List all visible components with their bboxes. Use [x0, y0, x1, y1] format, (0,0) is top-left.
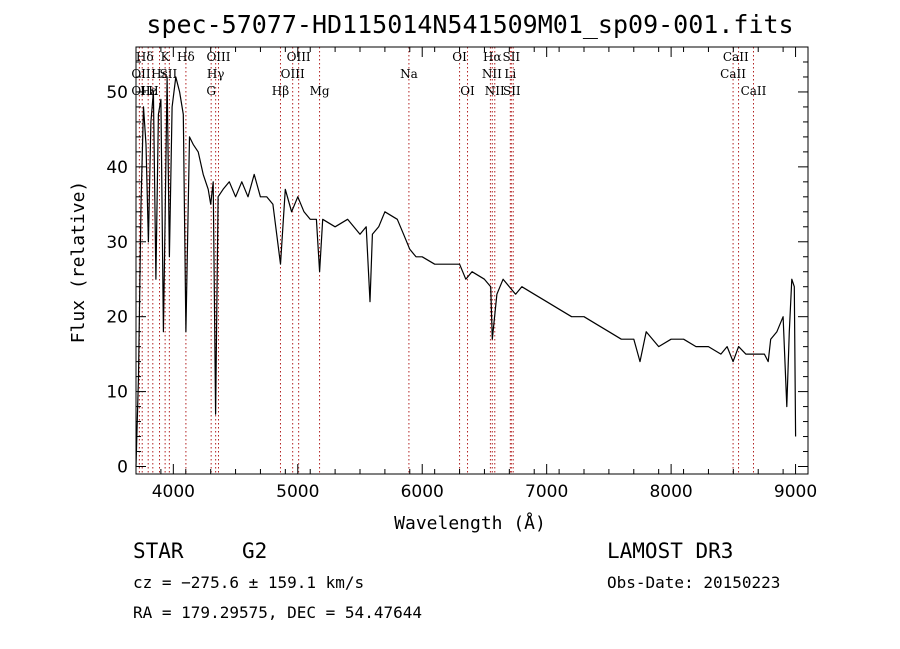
line-label-r1-0: Hδ: [136, 50, 154, 64]
coordinates-text: RA = 179.29575, DEC = 54.47644: [133, 603, 422, 622]
y-tick-label-0: 0: [117, 458, 128, 478]
x-tick-label-4000: 4000: [152, 482, 195, 502]
line-label-r1-1: K: [161, 50, 171, 64]
y-tick-label-10: 10: [106, 383, 128, 403]
flux-series: [135, 76, 797, 467]
x-tick-label-7000: 7000: [525, 482, 568, 502]
line-label-r3-6: OI: [460, 84, 475, 98]
line-label-r1-3: OIII: [206, 50, 230, 64]
emission-line-markers: [138, 47, 754, 474]
x-tick-label-5000: 5000: [276, 482, 319, 502]
x-axis-label: Wavelength (Å): [394, 512, 546, 534]
line-label-r2-4: OIII: [281, 67, 305, 81]
line-label-r2-0: OII: [131, 67, 151, 81]
line-label-r2-2: SII: [160, 67, 178, 81]
line-label-r1-4: OIII: [287, 50, 311, 64]
line-label-r3-9: CaII: [741, 84, 767, 98]
line-label-r3-7: NII: [485, 84, 505, 98]
line-label-r3-5: Mg: [310, 84, 330, 98]
line-label-r3-8: SII: [503, 84, 521, 98]
obs-date-text: Obs-Date: 20150223: [607, 573, 781, 592]
line-label-r1-7: SII: [502, 50, 520, 64]
line-label-r2-6: NII: [482, 67, 502, 81]
y-tick-label-30: 30: [106, 233, 128, 253]
y-axis-ticks: 0 10 20 30 40 50: [106, 46, 808, 478]
line-label-r2-7: Li: [504, 67, 516, 81]
line-label-r1-6: Hα: [483, 50, 502, 64]
y-tick-label-50: 50: [106, 83, 128, 103]
y-tick-label-20: 20: [106, 308, 128, 328]
x-tick-label-6000: 6000: [401, 482, 444, 502]
line-label-r2-1: Hε: [151, 67, 168, 81]
x-tick-label-8000: 8000: [649, 482, 692, 502]
y-tick-label-40: 40: [106, 158, 128, 178]
x-tick-label-9000: 9000: [774, 482, 817, 502]
chart-title: spec-57077-HD115014N541509M01_sp09-001.f…: [146, 10, 793, 39]
line-label-r2-3: Hγ: [207, 67, 225, 81]
object-class: STAR: [133, 539, 184, 563]
survey-name: LAMOST DR3: [607, 539, 734, 563]
y-axis-label: Flux (relative): [68, 181, 89, 344]
line-label-r1-8: CaII: [723, 50, 749, 64]
flux-line: [135, 76, 797, 467]
line-label-r1-5: OI: [452, 50, 467, 64]
line-label-r1-2: Hδ: [177, 50, 195, 64]
plot-frame: [135, 46, 809, 475]
line-label-r2-8: CaII: [720, 67, 746, 81]
line-label-r2-5: Na: [400, 67, 418, 81]
line-label-r3-3: G: [206, 84, 216, 98]
x-axis-ticks: 4000 5000 6000 7000 8000 9000: [135, 47, 817, 502]
redshift-text: cz = −275.6 ± 159.1 km/s: [133, 573, 365, 592]
line-label-r3-2: H: [148, 84, 158, 98]
object-subclass: G2: [242, 539, 268, 563]
line-label-r3-4: Hβ: [272, 84, 289, 98]
plot-border: [135, 46, 809, 475]
